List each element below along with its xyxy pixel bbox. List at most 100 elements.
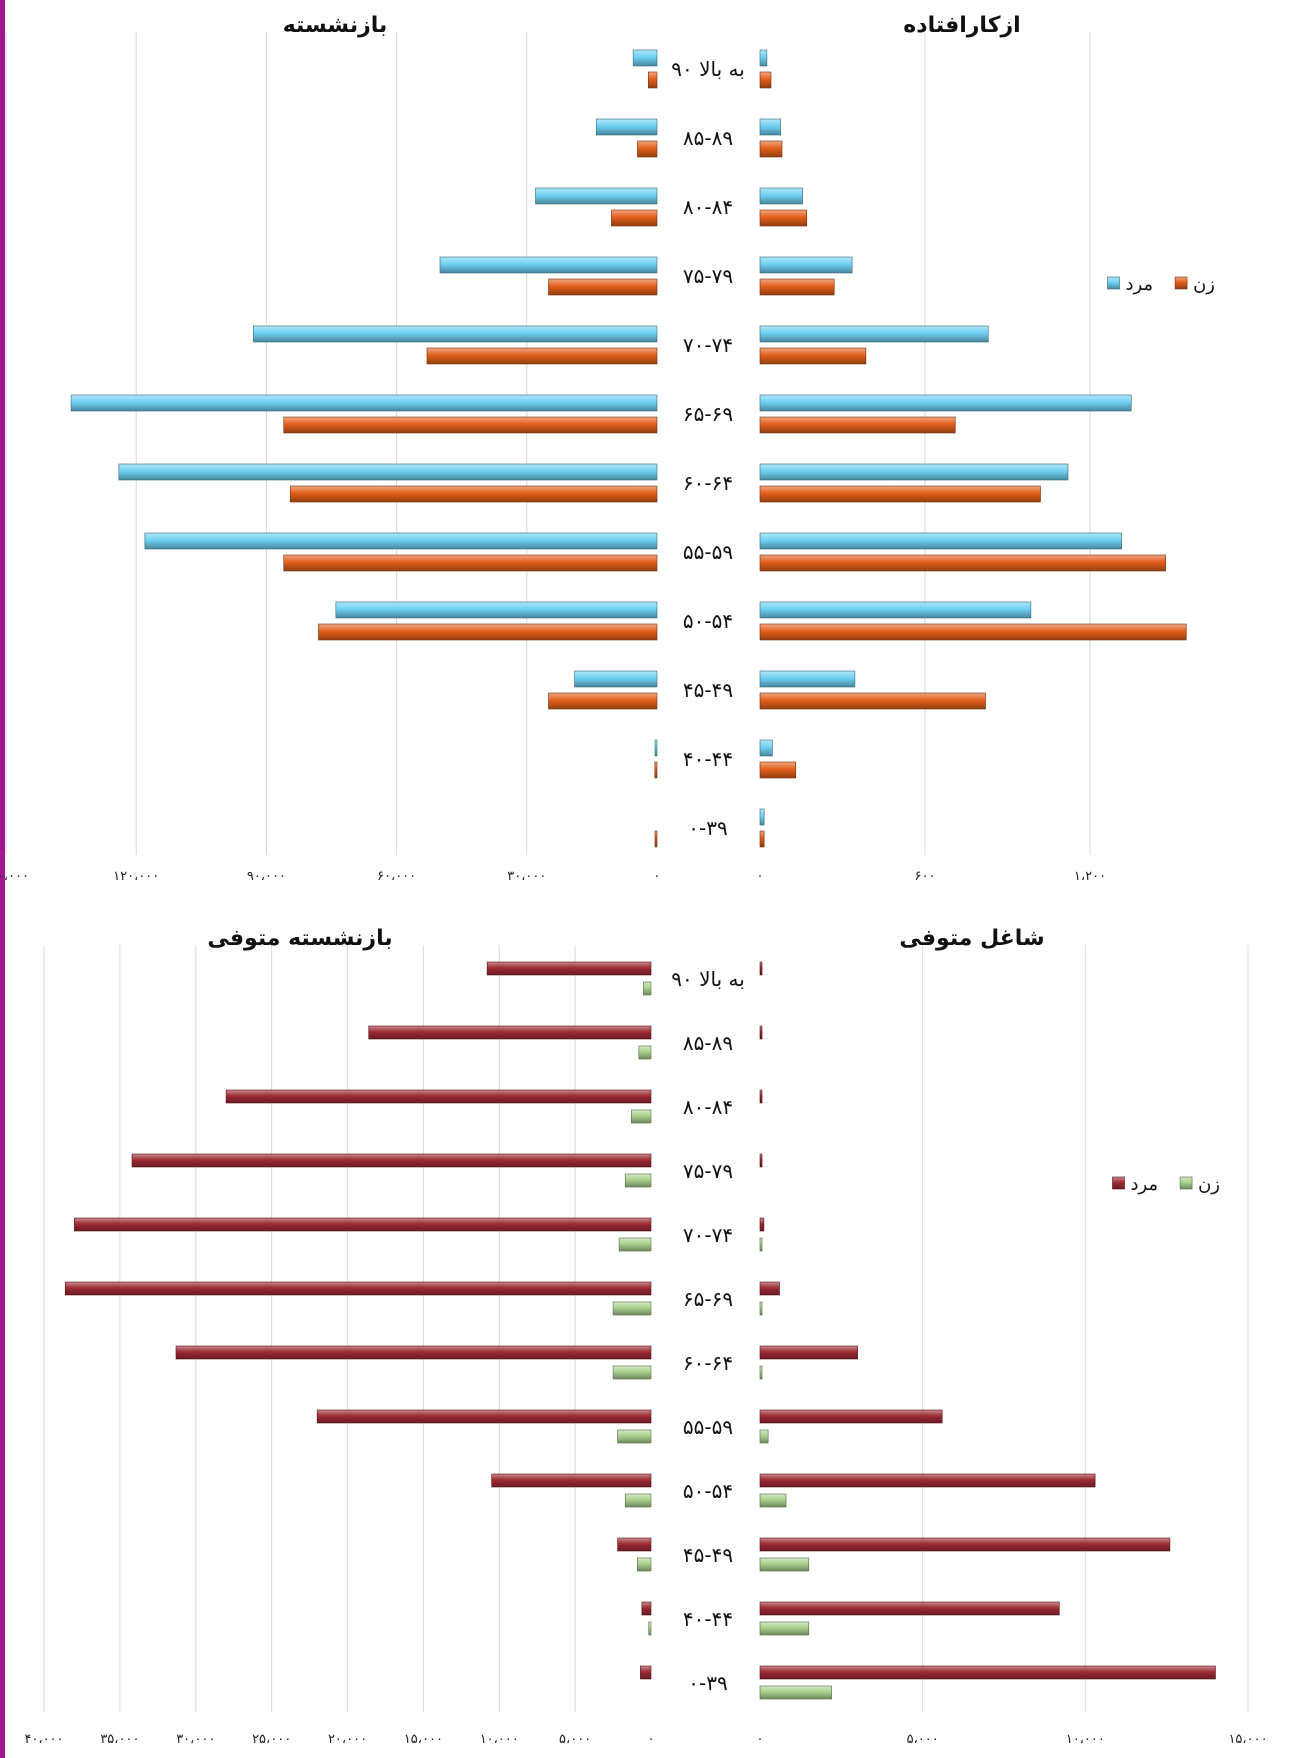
bar-male [486,961,652,976]
tick-label: ۰ [757,869,764,884]
bar-male [144,532,658,550]
bar-male [64,1281,652,1296]
bar-male [253,325,658,343]
bar-female [759,140,783,158]
bar-male [574,670,658,688]
bar-male [759,463,1069,481]
chart-panel-2: ۰ ۵،۰۰۰ ۱۰،۰۰۰ ۱۵،۰۰۰ ۲۰،۰۰۰ ۲۵،۰۰۰ ۳۰،۰۰۰ ۳۵،۰… [24,926,654,1747]
tick-label: ۱۰،۰۰۰ [480,1732,519,1747]
bar-female [618,1237,652,1252]
legend-label: زن [1198,1174,1220,1195]
legend-swatch [1174,276,1188,290]
bar-male [70,394,658,412]
tick-label: ۳۰،۰۰۰ [176,1732,215,1747]
bar-male [759,394,1132,412]
age-group-label: ۵۰-۵۴ [683,1479,733,1503]
age-group-label: ۵۰-۵۴ [683,609,733,633]
age-group-label: ۵۵-۵۹ [683,540,733,564]
bar-female [759,278,835,296]
bar-female [759,1301,763,1316]
bar-male [759,670,856,688]
bar-male [759,49,768,67]
age-group-label: ۰-۳۹ [688,816,727,840]
bar-female [759,1365,763,1380]
bar-female [617,1429,652,1444]
tick-label: ۶۰۰ [915,869,936,884]
bar-male [316,1409,652,1424]
bar-male [759,808,765,826]
tick-label: ۱۵۰،۰۰۰ [0,869,29,884]
bar-male [759,187,803,205]
age-group-label: ۷۰-۷۴ [683,1223,733,1247]
bar-male [335,601,658,619]
bar-female [654,830,658,848]
bar-female [426,347,658,365]
bar-male [759,1025,763,1040]
bar-female [630,1109,652,1124]
tick-label: ۵،۰۰۰ [559,1732,591,1747]
bar-male [759,1537,1171,1552]
bar-female [624,1173,652,1188]
bar-male [368,1025,652,1040]
legend-label: زن [1193,274,1215,295]
bar-male [759,256,853,274]
age-group-label: ۸۵-۸۹ [683,1031,733,1055]
tick-label: ۲۰،۰۰۰ [328,1732,367,1747]
bar-female [759,692,986,710]
age-group-label: ۵۵-۵۹ [683,1415,733,1439]
age-group-label: ۴۰-۴۴ [683,747,733,771]
age-group-label: ۹۰ به بالا [671,967,745,991]
age-group-label: ۸۰-۸۴ [683,195,733,219]
bar-female [548,278,658,296]
legend-swatch [1107,276,1120,290]
legend-swatch [1179,1176,1193,1190]
bar-female [759,761,797,779]
age-group-label: ۹۰ به بالا [671,57,745,81]
bar-female [624,1493,652,1508]
bar-male [439,256,658,274]
bar-female [612,1301,652,1316]
legend: زن مرد [1107,274,1215,295]
tick-label: ۱۵،۰۰۰ [404,1732,443,1747]
bar-male [175,1345,652,1360]
bar-female [759,623,1187,641]
legend: زن مرد [1112,1174,1220,1195]
chart-panel-0: ۰ ۳۰،۰۰۰ ۶۰،۰۰۰ ۹۰،۰۰۰ ۱۲۰،۰۰۰ ۱۵۰،۰۰۰ بازنشست… [0,13,660,884]
tick-label: ۳۰،۰۰۰ [507,869,546,884]
chart-title: شاغل متوفی [899,926,1044,951]
bar-female [648,1621,652,1636]
bar-male [759,1217,765,1232]
tick-label: ۰ [757,1732,764,1747]
chart-panel-3: ۰ ۵،۰۰۰ ۱۰،۰۰۰ ۱۵،۰۰۰ شاغل متوفی زن مرد [757,926,1268,1747]
age-group-label: ۶۵-۶۹ [683,402,733,426]
bar-female [759,554,1166,572]
tick-label: ۳۵،۰۰۰ [100,1732,139,1747]
legend-swatch [1112,1176,1125,1190]
age-group-label: ۶۵-۶۹ [683,1287,733,1311]
age-group-label: ۸۵-۸۹ [683,126,733,150]
tick-label: ۱۵،۰۰۰ [1228,1732,1267,1747]
bar-male [759,739,773,757]
bar-male [759,532,1122,550]
age-group-label: ۷۵-۷۹ [683,1159,733,1183]
bar-male [759,118,781,136]
bar-female [759,71,772,89]
age-group-label: ۸۰-۸۴ [683,1095,733,1119]
tick-label: ۱۰،۰۰۰ [1066,1732,1105,1747]
tick-label: ۴۰،۰۰۰ [24,1732,63,1747]
bar-female [283,416,658,434]
bar-male [118,463,658,481]
bar-male [759,1665,1216,1680]
bar-male [759,325,989,343]
age-group-label: ۴۵-۴۹ [683,1543,733,1567]
age-group-label: ۴۰-۴۴ [683,1607,733,1631]
tick-label: ۰ [648,1732,655,1747]
chart-title: بازنشسته [283,13,388,38]
bar-male [759,1601,1060,1616]
bar-male [74,1217,652,1232]
bar-male [759,1409,943,1424]
age-group-label: ۷۵-۷۹ [683,264,733,288]
bar-male [759,1345,858,1360]
tick-label: ۲۵،۰۰۰ [252,1732,291,1747]
